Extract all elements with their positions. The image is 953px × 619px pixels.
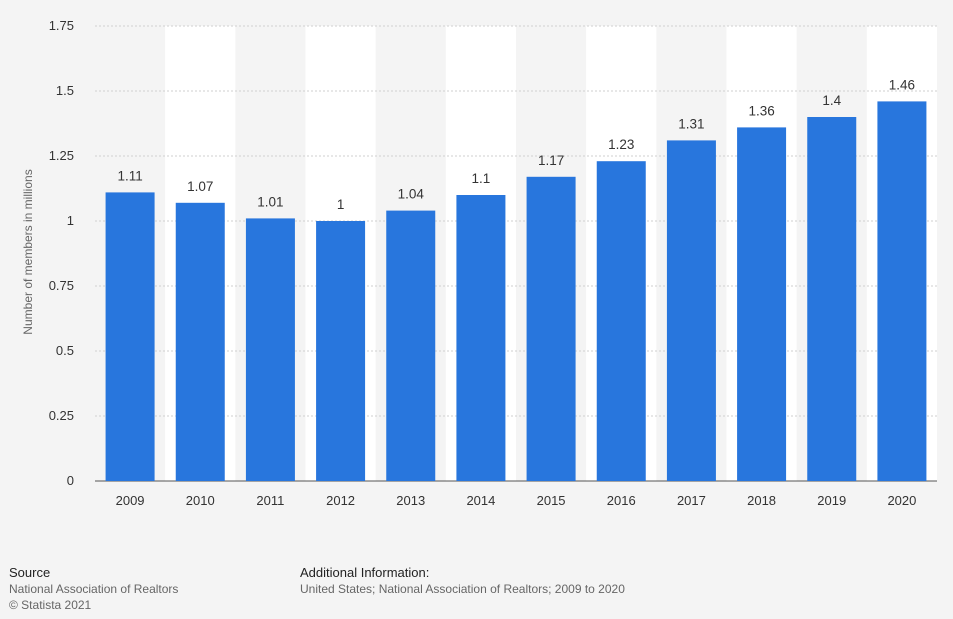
data-label-2014: 1.1 (472, 171, 491, 186)
data-label-2015: 1.17 (538, 153, 564, 168)
data-label-2020: 1.46 (889, 77, 915, 92)
bar-2019[interactable] (807, 117, 857, 481)
y-tick-label: 1.25 (49, 148, 74, 163)
data-label-2012: 1 (337, 197, 345, 212)
additional-info-heading: Additional Information: (300, 565, 430, 580)
x-tick-label: 2018 (747, 493, 776, 508)
bar-2020[interactable] (877, 101, 927, 482)
y-tick-label: 0 (67, 473, 74, 488)
bar-2011[interactable] (245, 218, 295, 481)
data-label-2011: 1.01 (257, 194, 283, 209)
bar-2016[interactable] (596, 161, 646, 481)
x-tick-label: 2011 (256, 493, 284, 508)
x-axis-ticks: 2009 2010 2011 2012 2013 2014 2015 2016 2017 2018… (116, 493, 917, 508)
x-tick-label: 2010 (186, 493, 215, 508)
x-tick-label: 2013 (396, 493, 425, 508)
x-tick-label: 2016 (607, 493, 636, 508)
copyright: © Statista 2021 (9, 598, 92, 612)
x-tick-label: 2019 (817, 493, 846, 508)
x-tick-label: 2012 (326, 493, 355, 508)
x-tick-label: 2009 (116, 493, 145, 508)
bar-2013[interactable] (386, 210, 436, 481)
bar-2014[interactable] (456, 195, 506, 481)
data-label-2009: 1.11 (117, 168, 142, 183)
y-tick-label: 0.75 (49, 278, 74, 293)
bar-2017[interactable] (666, 140, 716, 481)
data-label-2019: 1.4 (822, 93, 841, 108)
source-heading: Source (9, 565, 51, 580)
source-block: Source National Association of Realtors … (9, 565, 178, 613)
data-label-2010: 1.07 (187, 179, 213, 194)
y-axis-title: Number of members in millions (21, 169, 35, 334)
data-labels: 1.11 1.07 1.01 1 1.04 1.1 1.17 1.23 1.31 1.36 1.4 1… (117, 77, 915, 212)
y-tick-label: 1.5 (56, 83, 74, 98)
bar-2015[interactable] (526, 176, 576, 482)
data-label-2018: 1.36 (748, 103, 774, 118)
bars (105, 101, 927, 482)
y-tick-label: 1 (67, 213, 74, 228)
y-axis-ticks: 0 0.25 0.5 0.75 1 1.25 1.5 1.75 (49, 18, 74, 488)
bar-chart: 1.11 1.07 1.01 1 1.04 1.1 1.17 1.23 1.31 1.36 1.4 1… (21, 18, 937, 508)
x-tick-label: 2020 (887, 493, 916, 508)
x-tick-label: 2015 (537, 493, 566, 508)
y-tick-label: 0.5 (56, 343, 74, 358)
data-label-2016: 1.23 (608, 137, 634, 152)
x-tick-label: 2014 (466, 493, 495, 508)
bar-2009[interactable] (105, 192, 155, 481)
data-label-2013: 1.04 (398, 187, 425, 202)
source-name[interactable]: National Association of Realtors (9, 582, 179, 596)
bar-2018[interactable] (737, 127, 787, 482)
additional-info-block: Additional Information: United States; N… (300, 565, 625, 597)
additional-info-text: United States; National Association of R… (300, 582, 625, 596)
bar-2010[interactable] (175, 202, 225, 482)
y-tick-label: 0.25 (49, 408, 74, 423)
x-tick-label: 2017 (677, 493, 706, 508)
y-tick-label: 1.75 (49, 18, 74, 33)
gridlines (95, 25, 937, 482)
data-label-2017: 1.31 (678, 116, 704, 131)
bar-2012[interactable] (316, 221, 366, 481)
